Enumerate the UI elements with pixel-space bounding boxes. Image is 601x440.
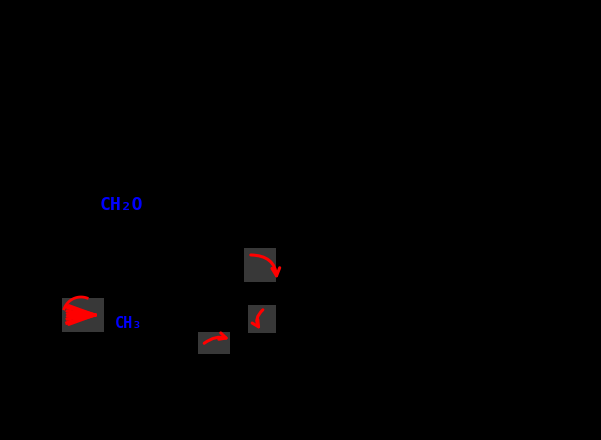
FancyArrowPatch shape <box>252 310 263 327</box>
FancyBboxPatch shape <box>248 305 276 333</box>
FancyBboxPatch shape <box>62 298 104 332</box>
FancyArrowPatch shape <box>251 255 279 276</box>
Text: CH₃: CH₃ <box>115 315 142 330</box>
FancyBboxPatch shape <box>244 248 276 282</box>
FancyBboxPatch shape <box>198 332 230 354</box>
FancyArrowPatch shape <box>204 333 226 343</box>
Text: CH₂O: CH₂O <box>100 196 144 214</box>
